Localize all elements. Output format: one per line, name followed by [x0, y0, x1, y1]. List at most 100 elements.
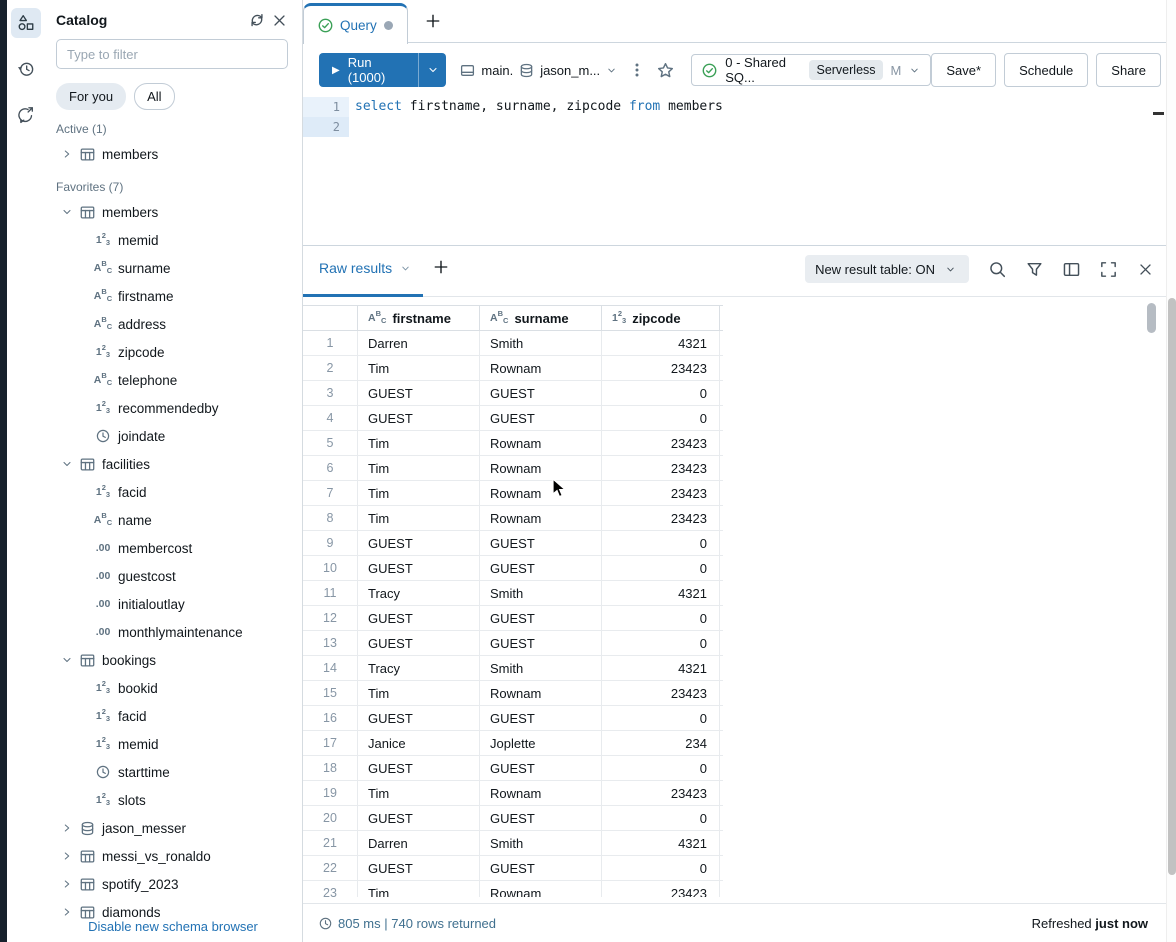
fullscreen-icon[interactable] [1099, 260, 1117, 278]
new-result-table-toggle[interactable]: New result table: ON [805, 255, 969, 283]
table-row[interactable]: 8 Tim Rownam 23423 [303, 506, 723, 531]
table-cell[interactable]: 0 [602, 381, 720, 405]
tree-item-slots[interactable]: 1 2 3 slots [44, 786, 302, 814]
tree-item-surname[interactable]: A B C surname [44, 254, 302, 282]
table-cell[interactable]: Tracy [358, 581, 480, 605]
table-row[interactable]: 20 GUEST GUEST 0 [303, 806, 723, 831]
tree-item-jason_messer[interactable]: jason_messer [44, 814, 302, 842]
table-row[interactable]: 17 Janice Joplette 234 [303, 731, 723, 756]
warehouse-selector[interactable]: 0 - Shared SQ... Serverless M [691, 54, 932, 86]
table-cell[interactable]: Tim [358, 781, 480, 805]
table-cell[interactable]: 0 [602, 756, 720, 780]
table-cell[interactable]: Tim [358, 481, 480, 505]
table-row[interactable]: 18 GUEST GUEST 0 [303, 756, 723, 781]
catalog-filter-input[interactable] [56, 39, 288, 69]
table-cell[interactable]: Tim [358, 506, 480, 530]
tree-item-facid[interactable]: 1 2 3 facid [44, 478, 302, 506]
search-icon[interactable] [988, 260, 1006, 278]
chevron-down-icon[interactable] [58, 458, 76, 470]
table-cell[interactable]: Rownam [480, 506, 602, 530]
table-cell[interactable]: Darren [358, 331, 480, 355]
table-cell[interactable]: GUEST [358, 756, 480, 780]
tab-query[interactable]: Query [303, 3, 408, 44]
query-timing[interactable]: 805 ms | 740 rows returned [319, 916, 496, 931]
table-row[interactable]: 2 Tim Rownam 23423 [303, 356, 723, 381]
table-row[interactable]: 4 GUEST GUEST 0 [303, 406, 723, 431]
tree-item-monthlymaintenance[interactable]: .00 monthlymaintenance [44, 618, 302, 646]
close-results-icon[interactable] [1136, 260, 1154, 278]
page-scrollbar[interactable] [1166, 0, 1176, 942]
table-cell[interactable]: Rownam [480, 356, 602, 380]
table-cell[interactable]: 0 [602, 706, 720, 730]
column-header-surname[interactable]: A B C surname [480, 306, 602, 330]
table-cell[interactable]: 4321 [602, 581, 720, 605]
tree-item-firstname[interactable]: A B C firstname [44, 282, 302, 310]
table-cell[interactable]: 0 [602, 606, 720, 630]
filter-icon[interactable] [1025, 260, 1043, 278]
table-cell[interactable]: Janice [358, 731, 480, 755]
column-header-zipcode[interactable]: 1 2 3 zipcode [602, 306, 720, 330]
table-row[interactable]: 22 GUEST GUEST 0 [303, 856, 723, 881]
tree-item-members[interactable]: members [44, 140, 302, 168]
schema-browser-icon[interactable] [10, 8, 41, 38]
tree-item-address[interactable]: A B C address [44, 310, 302, 338]
table-row[interactable]: 9 GUEST GUEST 0 [303, 531, 723, 556]
table-cell[interactable]: Smith [480, 656, 602, 680]
chevron-right-icon[interactable] [58, 850, 76, 862]
table-cell[interactable]: GUEST [480, 606, 602, 630]
feedback-icon[interactable] [11, 100, 41, 130]
filter-pill-for-you[interactable]: For you [56, 83, 127, 110]
table-row[interactable]: 10 GUEST GUEST 0 [303, 556, 723, 581]
refresh-icon[interactable] [246, 9, 268, 31]
table-cell[interactable]: 23423 [602, 431, 720, 455]
table-row[interactable]: 7 Tim Rownam 23423 [303, 481, 723, 506]
tree-item-recommendedby[interactable]: 1 2 3 recommendedby [44, 394, 302, 422]
table-row[interactable]: 13 GUEST GUEST 0 [303, 631, 723, 656]
table-row[interactable]: 5 Tim Rownam 23423 [303, 431, 723, 456]
more-options-button[interactable] [625, 57, 649, 83]
tree-item-facid[interactable]: 1 2 3 facid [44, 702, 302, 730]
tree-item-zipcode[interactable]: 1 2 3 zipcode [44, 338, 302, 366]
table-cell[interactable]: GUEST [480, 406, 602, 430]
chevron-down-icon[interactable] [58, 206, 76, 218]
table-cell[interactable]: 23423 [602, 506, 720, 530]
tree-item-messi_vs_ronaldo[interactable]: messi_vs_ronaldo [44, 842, 302, 870]
table-cell[interactable]: Smith [480, 331, 602, 355]
table-cell[interactable]: GUEST [358, 606, 480, 630]
filter-pill-all[interactable]: All [134, 83, 175, 110]
table-cell[interactable]: Rownam [480, 431, 602, 455]
table-cell[interactable]: GUEST [358, 806, 480, 830]
table-cell[interactable]: GUEST [358, 381, 480, 405]
tab-raw-results[interactable]: Raw results [319, 260, 411, 276]
table-cell[interactable]: GUEST [480, 631, 602, 655]
table-cell[interactable]: Smith [480, 581, 602, 605]
chevron-right-icon[interactable] [58, 822, 76, 834]
table-row[interactable]: 21 Darren Smith 4321 [303, 831, 723, 856]
tree-item-initialoutlay[interactable]: .00 initialoutlay [44, 590, 302, 618]
table-cell[interactable]: Darren [358, 831, 480, 855]
table-cell[interactable]: Rownam [480, 781, 602, 805]
table-cell[interactable]: Smith [480, 831, 602, 855]
save-button[interactable]: Save* [931, 53, 997, 87]
tree-item-bookid[interactable]: 1 2 3 bookid [44, 674, 302, 702]
run-button[interactable]: ▶ Run (1000) [319, 53, 447, 87]
table-row[interactable]: 11 Tracy Smith 4321 [303, 581, 723, 606]
run-options-chevron[interactable] [419, 53, 446, 87]
chevron-right-icon[interactable] [58, 906, 76, 918]
table-cell[interactable]: Rownam [480, 456, 602, 480]
table-cell[interactable]: GUEST [358, 706, 480, 730]
page-scrollbar-thumb[interactable] [1168, 298, 1176, 875]
tree-item-bookings[interactable]: bookings [44, 646, 302, 674]
tree-item-memid[interactable]: 1 2 3 memid [44, 226, 302, 254]
schedule-button[interactable]: Schedule [1004, 53, 1089, 87]
table-cell[interactable]: Tim [358, 881, 480, 897]
history-icon[interactable] [11, 54, 41, 84]
column-header-firstname[interactable]: A B C firstname [358, 306, 480, 330]
results-scrollbar-thumb[interactable] [1147, 303, 1156, 333]
tree-item-joindate[interactable]: joindate [44, 422, 302, 450]
table-cell[interactable]: Rownam [480, 681, 602, 705]
table-cell[interactable]: Rownam [480, 881, 602, 897]
tree-item-members[interactable]: members [44, 198, 302, 226]
disable-schema-browser-link[interactable]: Disable new schema browser [88, 919, 258, 934]
tree-item-facilities[interactable]: facilities [44, 450, 302, 478]
